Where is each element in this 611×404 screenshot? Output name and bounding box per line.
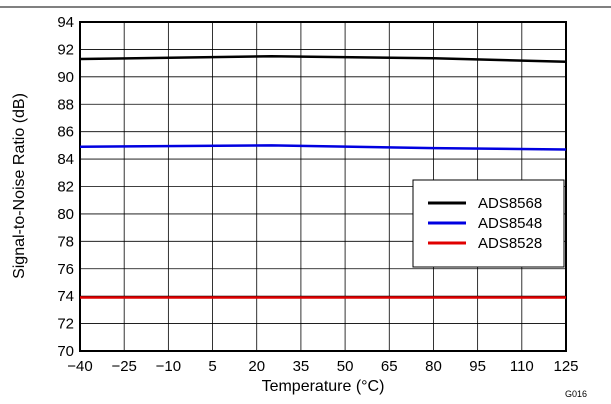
x-axis-title: Temperature (°C) (262, 378, 385, 395)
x-tick-label: 65 (381, 358, 398, 375)
y-tick-label: 70 (57, 343, 74, 360)
figure-code: G016 (565, 389, 587, 399)
y-tick-labels: 70 72 74 76 78 80 82 84 86 88 90 92 94 (57, 14, 74, 360)
y-tick-label: 72 (57, 316, 74, 333)
y-tick-label: 84 (57, 151, 74, 168)
y-axis-title: Signal-to-Noise Ratio (dB) (11, 93, 28, 279)
x-tick-labels: −40 −25 −10 5 20 35 50 65 80 95 110 125 (67, 358, 578, 375)
series-line-ads8568 (79, 55, 567, 64)
x-tick-label: −10 (156, 358, 181, 375)
y-tick-label: 78 (57, 233, 74, 250)
series-line-ads8548 (79, 144, 567, 151)
y-tick-label: 74 (57, 288, 74, 305)
x-tick-label: 125 (553, 358, 578, 375)
x-tick-label: 5 (208, 358, 216, 375)
x-tick-label: 80 (425, 358, 442, 375)
x-tick-label: 20 (248, 358, 265, 375)
x-tick-label: 95 (469, 358, 486, 375)
y-tick-label: 88 (57, 96, 74, 113)
legend-label-ads8528: ADS8528 (478, 235, 542, 252)
legend: ADS8568 ADS8548 ADS8528 (412, 179, 565, 268)
y-tick-label: 86 (57, 124, 74, 141)
x-tick-label: 50 (337, 358, 354, 375)
x-tick-label: 110 (510, 358, 534, 375)
y-tick-label: 94 (57, 14, 74, 31)
x-tick-label: −25 (111, 358, 136, 375)
y-tick-label: 90 (57, 69, 74, 86)
legend-label-ads8548: ADS8548 (478, 215, 542, 232)
y-tick-label: 82 (57, 179, 74, 196)
y-tick-label: 92 (57, 41, 74, 58)
series-lines (79, 55, 567, 299)
plot-frame (79, 21, 567, 352)
y-tick-label: 80 (57, 206, 74, 223)
y-tick-label: 76 (57, 261, 74, 278)
legend-label-ads8568: ADS8568 (478, 195, 542, 212)
x-tick-label: −40 (67, 358, 92, 375)
x-tick-label: 35 (293, 358, 310, 375)
